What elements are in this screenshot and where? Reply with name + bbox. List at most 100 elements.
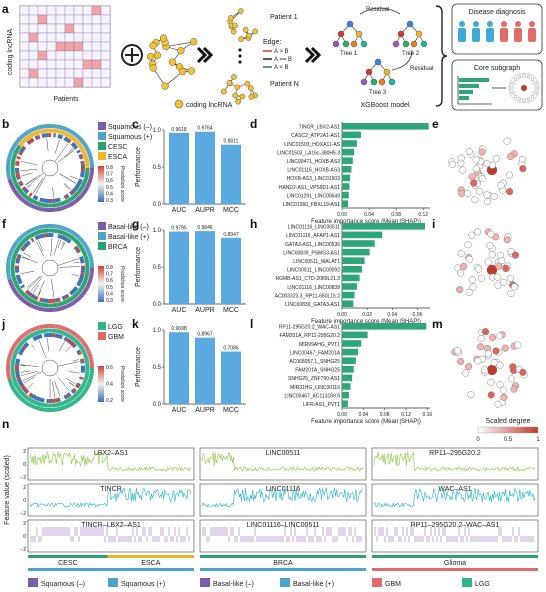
scaled-degree-colorbar (477, 426, 539, 434)
annotation-ring-segment (24, 189, 30, 195)
annotation-ring-segment (75, 390, 81, 396)
matrix-cell (28, 14, 39, 25)
annotation-ring-segment (57, 334, 61, 339)
annotation-ring-segment (61, 295, 66, 301)
network-node (468, 231, 476, 239)
annotation-ring-segment (37, 229, 42, 235)
dendrogram-branch (54, 381, 61, 397)
annotation-ring-segment (67, 297, 73, 303)
track-title-bg (249, 484, 317, 493)
annotation-ring-segment (19, 282, 24, 287)
annotation-ring-segment (19, 140, 25, 146)
dendrogram-branch (47, 338, 49, 352)
subgraph-node (526, 75, 531, 79)
annotation-ring-segment (20, 133, 26, 139)
annotation-ring-segment (61, 235, 66, 241)
annotation-ring-segment (18, 242, 23, 248)
annotation-ring-segment (87, 252, 93, 257)
network-node (507, 152, 515, 160)
annotation-ring-segment (21, 192, 27, 198)
annotation-ring-segment (27, 197, 33, 203)
subgraph-node (511, 81, 515, 86)
annotation-ring-segment (25, 129, 31, 135)
annotation-ring-segment (23, 394, 29, 400)
annotation-ring-segment (64, 327, 70, 333)
network-node (503, 137, 511, 145)
panel-letter: l (250, 317, 253, 331)
annotation-ring-segment (77, 280, 82, 285)
matrix-cell (100, 41, 111, 52)
annotation-ring-segment (83, 344, 89, 350)
matrix-cell (73, 68, 84, 79)
annotation-ring-segment (69, 135, 75, 141)
annotation-ring-segment (32, 131, 37, 137)
annotation-ring-segment (40, 302, 44, 307)
annotation-ring-segment (69, 395, 75, 401)
annotation-ring-segment (14, 391, 20, 397)
panel-letter: i (432, 217, 435, 231)
panel-letter: d (250, 117, 257, 131)
track-title: LINC00511 (266, 450, 301, 457)
annotation-ring-segment (59, 306, 64, 311)
network-node (511, 251, 519, 259)
network-node (477, 335, 485, 343)
annotation-ring-segment (17, 178, 22, 183)
annotation-ring-segment (84, 275, 89, 279)
annotation-ring-segment (61, 335, 66, 341)
network-node (470, 179, 478, 187)
annotation-ring-segment (83, 144, 89, 150)
tree-node (388, 78, 396, 86)
annotation-ring-segment (21, 386, 27, 391)
annotation-ring-segment (56, 229, 60, 234)
performance-bar (221, 351, 241, 404)
importance-bar (342, 200, 349, 207)
annotation-ring-segment (11, 144, 17, 150)
annotation-ring-segment (78, 337, 84, 343)
annotation-ring-segment (69, 235, 75, 241)
annotation-ring-segment (13, 282, 19, 287)
legend-swatch (200, 578, 210, 587)
scaled-degree-tick: 1 (536, 437, 540, 443)
network-node (484, 198, 492, 206)
track-title: TINCR–LBX2–AS1 (81, 522, 141, 529)
annotation-ring-segment (28, 302, 33, 308)
network-node (168, 58, 177, 66)
annotation-ring-segment (58, 201, 63, 207)
annotation-ring-segment (56, 329, 60, 334)
mini-bar (459, 90, 473, 94)
tree-node (402, 40, 410, 48)
matrix-cell (28, 41, 39, 52)
performance-bar (169, 132, 189, 204)
annotation-ring-segment (15, 247, 20, 252)
track-title: LINC01116–LINC00511 (246, 522, 319, 529)
annotation-ring-segment (75, 190, 81, 196)
network-node (230, 28, 237, 35)
annotation-ring-segment (82, 189, 88, 194)
annotation-ring-segment (9, 147, 15, 152)
annotation-ring-segment (79, 274, 85, 278)
dendrogram-branch (71, 273, 79, 277)
annotation-ring-segment (88, 355, 94, 360)
y-tick-label: 0 (23, 498, 26, 504)
subgraph-node (522, 74, 526, 78)
annotation-ring-segment (13, 149, 19, 154)
colorbar-tick: 0.3 (106, 198, 113, 204)
annotation-ring-segment (87, 279, 93, 284)
importance-bar (342, 166, 352, 173)
annotation-ring-segment (80, 339, 86, 345)
tree-node (365, 68, 373, 76)
annotation-ring-segment (28, 202, 33, 208)
annotation-ring-segment (86, 281, 92, 286)
annotation-ring-segment (76, 295, 82, 301)
x-tick-label: 0.12 (401, 412, 411, 418)
person-icon (487, 21, 493, 27)
annotation-ring-segment (16, 286, 22, 292)
annotation-ring-segment (78, 244, 84, 250)
annotation-ring-segment (39, 297, 43, 302)
importance-bar (342, 123, 429, 130)
annotation-ring-segment (67, 328, 72, 334)
annotation-ring-segment (76, 149, 81, 154)
matrix-cell (100, 77, 111, 88)
annotation-ring-segment (72, 143, 77, 149)
dendrogram-branch (21, 256, 29, 261)
